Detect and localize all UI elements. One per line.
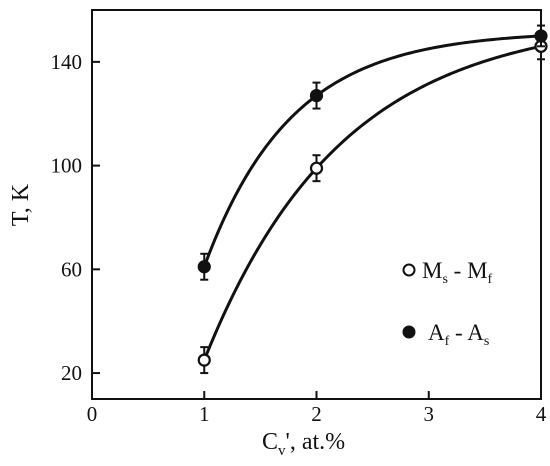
fit-curve-series-2: [202, 34, 542, 268]
y-tick-label: 100: [51, 154, 83, 178]
x-tick-label: 4: [536, 402, 547, 426]
y-axis-ticks: 20 60 100 140: [51, 50, 100, 385]
legend-label-series-2: Af - As: [428, 320, 489, 349]
x-tick-label: 0: [87, 402, 98, 426]
data-point-series-2: [309, 88, 324, 103]
legend-marker-filled: [402, 325, 416, 339]
fit-curve-series-1: [202, 44, 542, 361]
data-point-series-1: [197, 353, 211, 367]
y-tick-label: 140: [51, 50, 83, 74]
fit-curves: [202, 34, 542, 361]
y-axis-label: T, K: [8, 183, 34, 226]
x-axis-label: Cv', at.%: [262, 429, 345, 459]
data-point-series-2: [197, 260, 211, 274]
y-tick-label: 60: [61, 257, 82, 281]
legend-marker-open: [402, 263, 416, 277]
x-axis-ticks: 0 1 2 3 4: [87, 391, 547, 426]
y-tick-label: 20: [61, 361, 82, 385]
x-tick-label: 2: [311, 402, 322, 426]
data-point-series-1: [309, 161, 324, 175]
legend: Ms - Mf Af - As: [402, 258, 493, 349]
data-point-series-2: [534, 29, 548, 43]
x-tick-label: 3: [424, 402, 435, 426]
legend-label-series-1: Ms - Mf: [422, 258, 493, 287]
x-tick-label: 1: [199, 402, 210, 426]
data-points: [197, 24, 548, 375]
